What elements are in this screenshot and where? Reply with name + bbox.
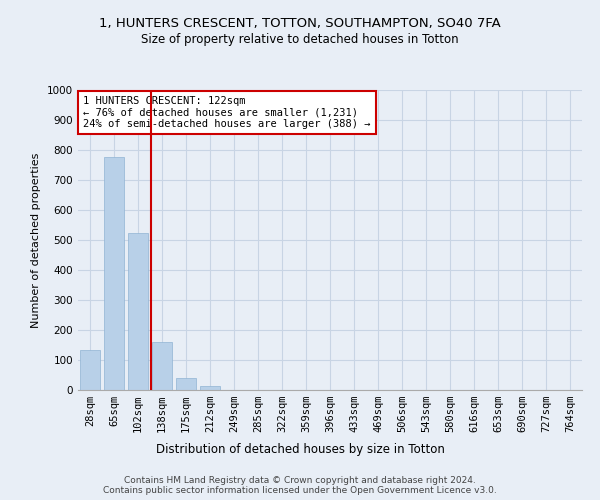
Bar: [152, 342, 172, 390]
Bar: [80, 350, 100, 390]
Bar: [104, 156, 124, 390]
Bar: [200, 386, 220, 390]
Text: Distribution of detached houses by size in Totton: Distribution of detached houses by size …: [155, 442, 445, 456]
Bar: [176, 378, 196, 390]
Text: 1, HUNTERS CRESCENT, TOTTON, SOUTHAMPTON, SO40 7FA: 1, HUNTERS CRESCENT, TOTTON, SOUTHAMPTON…: [99, 18, 501, 30]
Text: Contains HM Land Registry data © Crown copyright and database right 2024.
Contai: Contains HM Land Registry data © Crown c…: [103, 476, 497, 495]
Text: 1 HUNTERS CRESCENT: 122sqm
← 76% of detached houses are smaller (1,231)
24% of s: 1 HUNTERS CRESCENT: 122sqm ← 76% of deta…: [83, 96, 371, 129]
Y-axis label: Number of detached properties: Number of detached properties: [31, 152, 41, 328]
Text: Size of property relative to detached houses in Totton: Size of property relative to detached ho…: [141, 32, 459, 46]
Bar: [128, 234, 148, 390]
